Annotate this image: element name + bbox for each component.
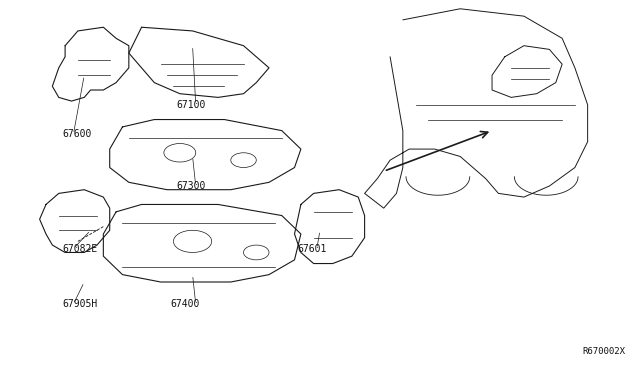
Text: 67300: 67300 [177,181,206,191]
Text: R670002X: R670002X [583,347,626,356]
Text: 67601: 67601 [298,244,327,254]
Text: 67905H: 67905H [62,299,97,309]
Text: 67082E: 67082E [62,244,97,254]
Text: 67100: 67100 [177,100,206,110]
Text: 67400: 67400 [170,299,200,309]
Text: 67600: 67600 [62,129,92,139]
